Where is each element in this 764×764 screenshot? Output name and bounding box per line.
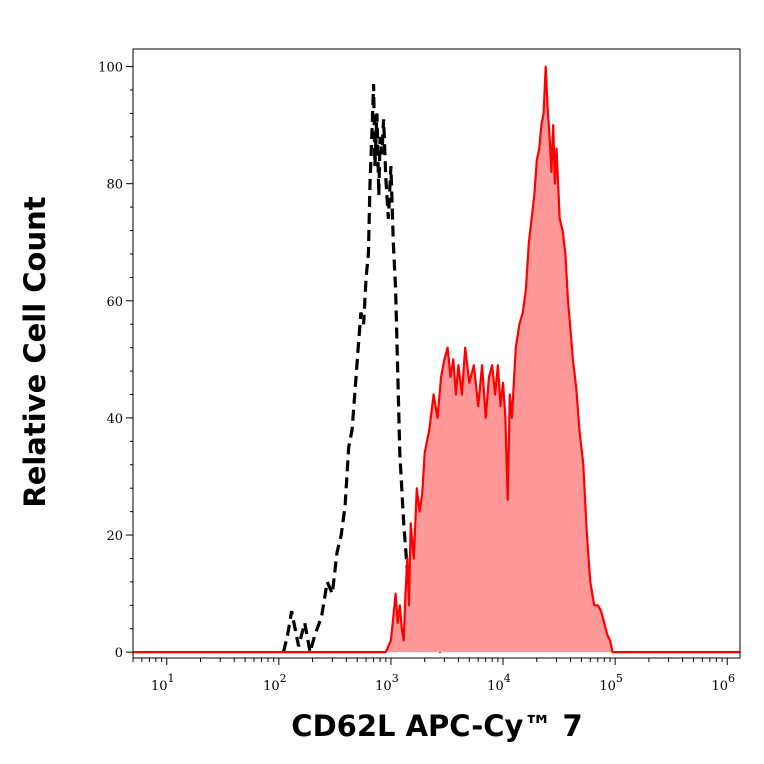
stained-histogram-fill	[133, 66, 740, 653]
x-tick-label: 106	[711, 672, 735, 694]
y-tick-label: 60	[106, 295, 123, 310]
x-axis-title: CD62L APC-Cy™ 7	[291, 709, 582, 743]
stained-histogram-line	[133, 65, 740, 654]
x-tick-label: 104	[487, 672, 511, 694]
y-tick-label: 0	[115, 646, 123, 661]
y-tick-label: 20	[106, 529, 123, 544]
x-tick-label: 105	[599, 672, 623, 694]
y-axis-title: Relative Cell Count	[18, 196, 52, 507]
y-tick-label: 80	[106, 178, 123, 193]
plot-frame	[132, 48, 741, 659]
y-tick-label: 100	[98, 61, 123, 76]
plot-area	[133, 65, 740, 655]
x-tick-label: 103	[375, 672, 399, 694]
control-histogram-line	[281, 84, 443, 655]
x-tick-label: 102	[263, 672, 287, 694]
x-tick-label: 101	[151, 672, 175, 694]
y-tick-label: 40	[106, 412, 123, 427]
